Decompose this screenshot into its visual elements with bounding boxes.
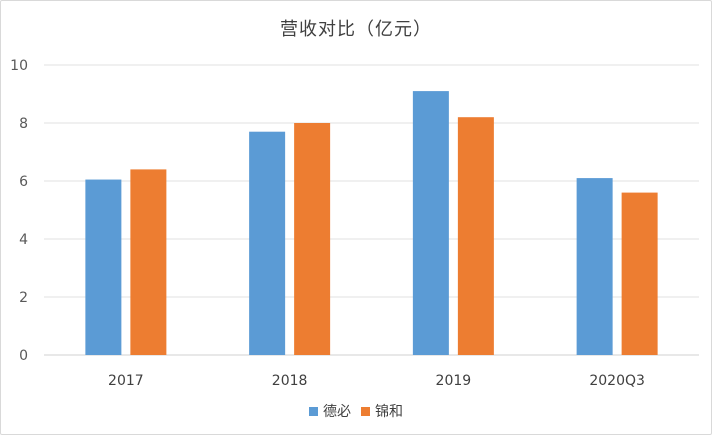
legend-label-series-1: 德必: [323, 404, 351, 420]
y-tick-label: 4: [19, 232, 28, 248]
bar-2-2020Q3: [621, 192, 658, 355]
legend-swatch-series-2: [361, 406, 370, 416]
x-tick-label: 2019: [436, 373, 472, 389]
x-tick-label: 2017: [108, 373, 144, 389]
chart-legend: 德必 锦和: [1, 401, 711, 421]
x-tick-label: 2018: [272, 373, 308, 389]
bar-2-2018: [294, 123, 331, 355]
y-tick-label: 2: [19, 290, 28, 306]
bar-2-2017: [130, 169, 167, 355]
bar-1-2019: [412, 91, 449, 355]
bar-1-2020Q3: [576, 178, 613, 355]
legend-label-series-2: 锦和: [375, 404, 403, 420]
chart-title: 营收对比（亿元）: [280, 19, 432, 40]
legend-item-series-2: 锦和: [361, 401, 403, 421]
y-tick-label: 0: [19, 348, 28, 364]
bar-2-2019: [457, 117, 494, 355]
y-tick-label: 8: [19, 116, 28, 132]
y-tick-label: 6: [19, 174, 28, 190]
bar-1-2018: [249, 131, 286, 355]
bar-1-2017: [85, 179, 122, 355]
x-tick-label: 2020Q3: [589, 373, 645, 389]
legend-swatch-series-1: [309, 406, 318, 416]
legend-item-series-1: 德必: [309, 401, 351, 421]
y-tick-label: 10: [10, 58, 28, 74]
